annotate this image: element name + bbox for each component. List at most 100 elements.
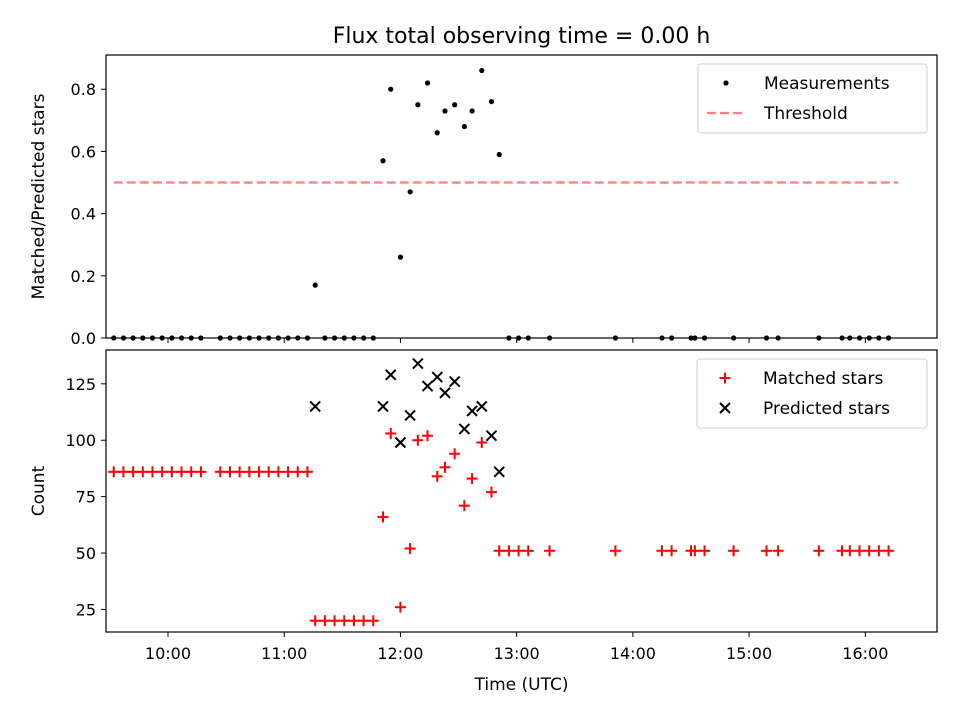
- matched-stars-point: [117, 466, 129, 478]
- matched-stars-point: [431, 470, 443, 482]
- matched-stars-point: [883, 545, 895, 557]
- threshold-legend-label: Threshold: [763, 104, 848, 124]
- matched-stars-point: [377, 511, 389, 523]
- matched-stars-point: [214, 466, 226, 478]
- bottom-legend-box: [696, 358, 928, 429]
- measurements-point: [388, 86, 394, 92]
- matched-stars-point: [243, 466, 255, 478]
- predicted-stars-point-b: [458, 423, 471, 435]
- matched-stars-point: [358, 615, 370, 627]
- x-tick-label: 12:00: [377, 644, 423, 663]
- matched-stars-point: [156, 466, 168, 478]
- predicted-stars-point-b: [448, 375, 461, 388]
- top-y-tick-label: 0.4: [71, 205, 96, 224]
- top-panel: 0.0 0.2 0.4 0.6 0.8 Matched/Predicted stars Me…: [29, 54, 938, 348]
- matched-stars-point: [466, 473, 478, 485]
- predicted-stars-legend-marker-b: [719, 402, 731, 414]
- predicted-stars-point: [377, 400, 389, 413]
- matched-stars-point: [873, 545, 885, 557]
- matched-stars-point: [412, 434, 424, 446]
- predicted-stars-point: [431, 371, 443, 383]
- matched-stars-point: [263, 466, 275, 478]
- measurements-legend-label: Measurements: [764, 74, 890, 94]
- predicted-stars-point: [493, 466, 505, 478]
- x-tick-label: 13:00: [494, 644, 540, 663]
- predicted-stars-point: [466, 405, 478, 417]
- matched-stars-point: [146, 466, 158, 478]
- predicted-stars-point: [404, 409, 416, 422]
- bottom-y-tick-label: 75: [76, 488, 96, 507]
- matched-stars-point: [404, 543, 416, 555]
- chart-title: Flux total observing time = 0.00 h: [333, 24, 711, 49]
- measurements-point: [469, 108, 475, 114]
- measurements-point: [496, 151, 502, 158]
- measurements-point: [479, 67, 485, 74]
- top-legend-box: [697, 63, 928, 134]
- measurements-point: [461, 123, 467, 130]
- x-tick-label: 16:00: [842, 644, 888, 663]
- top-y-axis-label: Matched/Predicted stars: [29, 93, 49, 299]
- x-tick-label: 11:00: [261, 644, 307, 663]
- predicted-stars-point-b: [466, 405, 478, 417]
- x-tick-label: 15:00: [726, 644, 772, 663]
- matched-stars-point: [422, 430, 434, 442]
- predicted-stars-point-b: [421, 380, 434, 392]
- matched-stars-point: [348, 615, 360, 627]
- matched-stars-point: [458, 500, 470, 512]
- top-y-tick-label: 0.6: [71, 142, 96, 161]
- bottom-y-axis-label: Count: [29, 465, 49, 516]
- predicted-stars-point: [439, 387, 451, 399]
- predicted-stars-legend-marker: [719, 402, 731, 414]
- matched-stars-point: [253, 466, 265, 478]
- matched-stars-point: [439, 461, 451, 473]
- matched-stars-point: [301, 466, 313, 478]
- matched-stars-point: [449, 448, 461, 460]
- bottom-y-tick-label: 100: [65, 431, 96, 450]
- measurements-point: [424, 80, 431, 86]
- predicted-stars-point: [394, 436, 407, 449]
- matched-stars-point: [309, 615, 321, 627]
- bottom-panel: 10:00 11:00 12:00 13:00 14:00 15:00 16:00 25 50 7…: [29, 349, 938, 663]
- predicted-stars-legend-label: Predicted stars: [763, 399, 890, 419]
- measurements-point: [407, 189, 413, 195]
- predicted-stars-point-b: [439, 387, 451, 399]
- predicted-stars-point-b: [394, 436, 407, 449]
- matched-stars-legend-marker: [719, 372, 731, 384]
- x-axis-label: Time (UTC): [474, 675, 569, 695]
- predicted-stars-point-b: [385, 369, 397, 381]
- predicted-stars-point: [412, 357, 424, 370]
- x-tick-label: 14:00: [610, 644, 656, 663]
- matched-stars-legend-label: Matched stars: [763, 369, 883, 389]
- matched-stars-point: [513, 545, 525, 557]
- matched-stars-point: [485, 486, 497, 498]
- bottom-y-tick-label: 125: [65, 375, 96, 394]
- matched-stars-point: [108, 466, 120, 478]
- predicted-stars-point: [458, 423, 471, 435]
- matched-stars-point: [728, 545, 740, 557]
- matched-stars-point: [863, 545, 875, 557]
- top-legend: Measurements Threshold: [697, 63, 928, 134]
- measurements-point: [434, 130, 440, 136]
- matched-stars-point: [813, 545, 825, 557]
- matched-stars-point: [385, 427, 397, 439]
- matched-stars-point: [503, 545, 515, 557]
- matched-stars-point: [166, 466, 178, 478]
- bottom-y-tick-label: 25: [76, 600, 96, 619]
- matched-stars-point: [319, 615, 331, 627]
- matched-stars-point: [176, 466, 188, 478]
- matched-stars-point: [689, 545, 701, 557]
- predicted-stars-point: [485, 430, 498, 442]
- predicted-stars-point: [448, 375, 461, 388]
- measurements-legend-marker: [723, 80, 729, 86]
- top-y-tick-label: 0.8: [71, 80, 96, 99]
- matched-stars-point: [761, 545, 773, 557]
- top-y-tick-label: 0.0: [71, 329, 96, 348]
- predicted-stars-point-b: [404, 409, 416, 422]
- matched-stars-point: [185, 466, 197, 478]
- matched-stars-point: [699, 545, 711, 557]
- measurements-point: [452, 102, 458, 108]
- predicted-stars-point: [309, 400, 321, 413]
- predicted-stars-point: [385, 369, 397, 381]
- measurements-point: [442, 108, 448, 114]
